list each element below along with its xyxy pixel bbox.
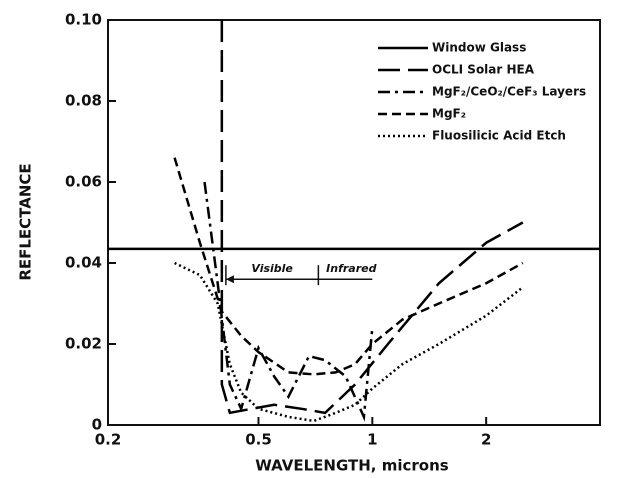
series-line bbox=[173, 157, 524, 376]
series-line bbox=[203, 181, 374, 422]
x-tick-label: 1 bbox=[367, 431, 377, 449]
y-tick-label: 0.10 bbox=[65, 11, 102, 29]
annotation: Visible bbox=[251, 262, 293, 275]
arrow-head bbox=[225, 275, 234, 284]
x-tick-label: 0.5 bbox=[245, 431, 272, 449]
x-tick-label: 2 bbox=[481, 431, 491, 449]
annotation: Infrared bbox=[326, 262, 376, 275]
legend-label: MgF₂/CeO₂/CeF₃ Layers bbox=[432, 85, 586, 99]
y-axis-label: REFLECTANCE bbox=[17, 163, 35, 280]
plot-frame bbox=[107, 19, 601, 426]
series-line bbox=[174, 261, 524, 423]
legend-label: OCLI Solar HEA bbox=[432, 63, 535, 77]
x-tick-label: 0.2 bbox=[95, 431, 122, 449]
y-tick-label: 0.04 bbox=[65, 254, 102, 272]
series-line bbox=[220, 20, 524, 415]
y-tick-label: 0 bbox=[92, 416, 102, 434]
y-tick-label: 0.08 bbox=[65, 92, 102, 110]
y-tick-label: 0.06 bbox=[65, 173, 102, 191]
legend-label: MgF₂ bbox=[432, 107, 466, 121]
legend-label: Window Glass bbox=[432, 41, 526, 55]
x-axis-label: WAVELENGTH, microns bbox=[255, 457, 448, 475]
legend-label: Fluosilicic Acid Etch bbox=[432, 129, 566, 143]
y-tick-label: 0.02 bbox=[65, 335, 102, 353]
